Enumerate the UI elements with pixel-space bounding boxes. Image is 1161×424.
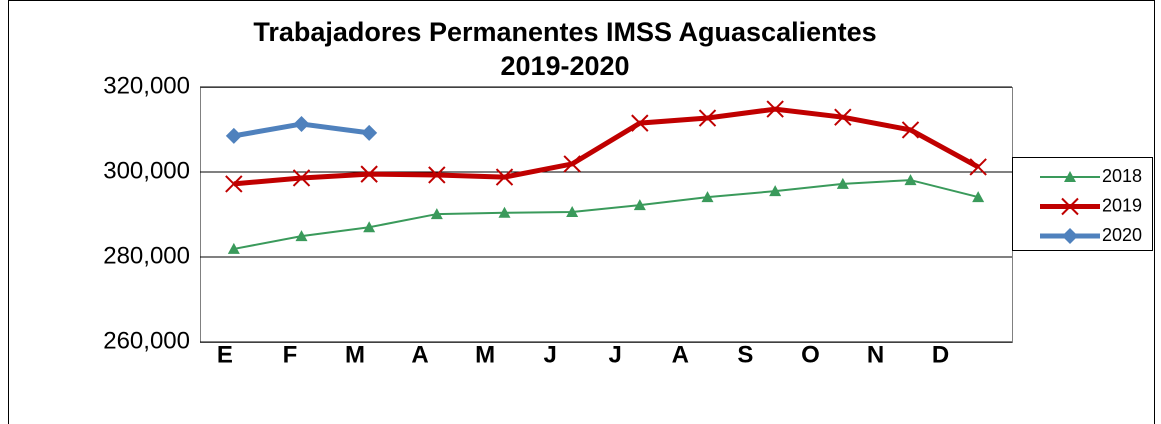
series — [225, 100, 987, 193]
x-tick-label: E — [217, 341, 233, 368]
marker — [430, 208, 443, 220]
marker — [698, 109, 717, 127]
marker — [227, 242, 240, 254]
marker — [633, 199, 646, 211]
x-tick-label: O — [801, 341, 820, 368]
marker — [1064, 171, 1076, 182]
x-tick-label: F — [283, 341, 298, 368]
marker — [901, 121, 920, 139]
marker — [631, 114, 649, 132]
x-tick-label: M — [475, 341, 495, 368]
marker — [766, 100, 784, 118]
marker — [361, 124, 378, 141]
x-tick-label: A — [672, 341, 689, 368]
x-tick-label: J — [609, 341, 622, 368]
marker — [428, 166, 446, 184]
x-tick-label: D — [932, 341, 949, 368]
marker — [701, 191, 714, 203]
marker — [834, 108, 852, 126]
marker — [769, 185, 782, 197]
series-line — [233, 179, 979, 250]
marker — [904, 174, 917, 186]
series — [225, 115, 378, 144]
x-tick-label: J — [543, 341, 556, 368]
x-tick-label: S — [737, 341, 753, 368]
legend-label: 2018 — [1102, 166, 1142, 186]
marker — [972, 191, 985, 203]
marker — [225, 127, 242, 144]
marker — [225, 175, 243, 193]
marker — [1061, 197, 1079, 216]
legend-label: 2020 — [1102, 225, 1142, 245]
marker — [836, 177, 849, 189]
marker — [969, 158, 987, 176]
x-tick-label: M — [345, 341, 365, 368]
x-tick-label: N — [867, 341, 884, 368]
marker — [360, 165, 378, 183]
marker — [292, 169, 311, 187]
series — [227, 174, 985, 254]
x-tick-label: A — [411, 341, 428, 368]
chart-title: Trabajadores Permanentes IMSS Aguascalie… — [253, 17, 876, 47]
legend-label: 2019 — [1102, 195, 1142, 215]
y-tick-label: 260,000 — [103, 327, 190, 354]
marker — [363, 221, 376, 233]
marker — [566, 205, 579, 217]
y-tick-label: 300,000 — [103, 157, 190, 184]
chart-border — [8, 0, 1155, 424]
chart-title: 2019-2020 — [500, 51, 629, 81]
marker — [295, 230, 308, 242]
marker — [293, 115, 310, 132]
y-tick-label: 280,000 — [103, 242, 190, 269]
marker — [495, 168, 514, 186]
marker — [563, 155, 581, 173]
y-tick-label: 320,000 — [103, 72, 190, 99]
series-line — [233, 106, 980, 187]
marker — [498, 206, 511, 218]
marker — [1062, 228, 1078, 244]
